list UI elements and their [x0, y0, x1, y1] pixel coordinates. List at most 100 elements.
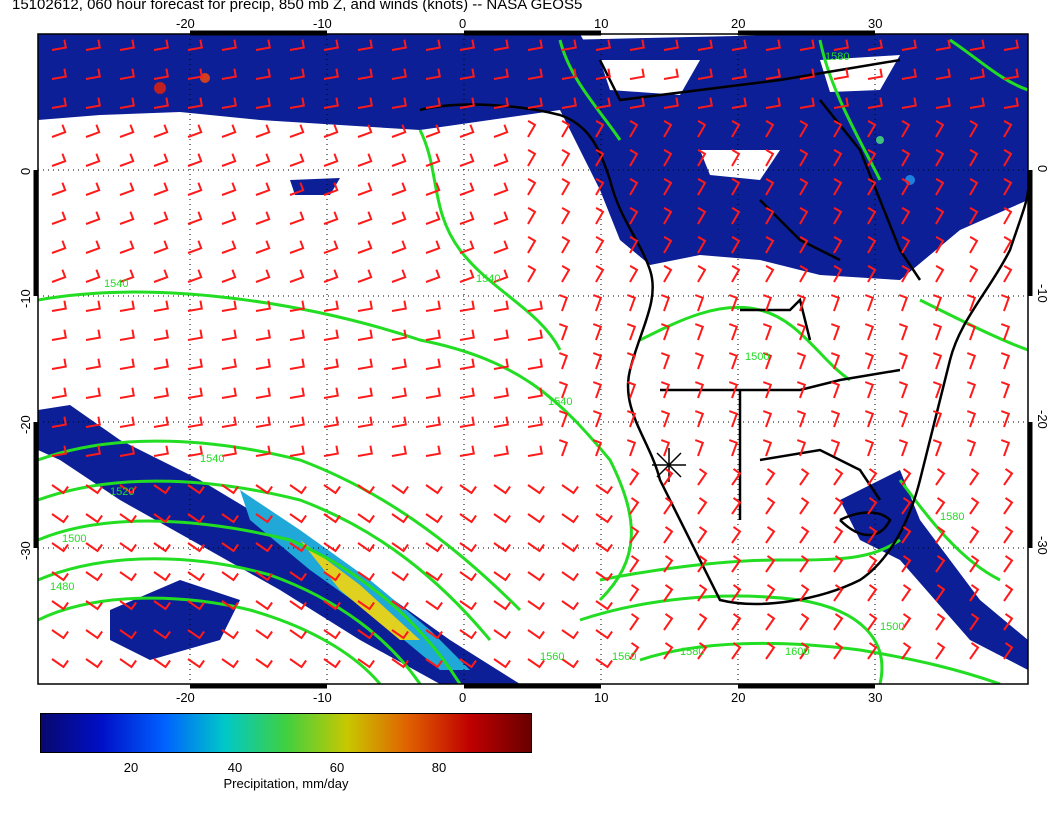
wind-barb — [561, 629, 579, 640]
wind-barb — [966, 381, 977, 399]
wind-barb — [357, 68, 373, 80]
lon-tick-label: -10 — [313, 16, 332, 31]
wind-barb — [558, 294, 569, 312]
wind-barb — [629, 613, 640, 631]
wind-barb — [898, 352, 909, 370]
wind-barb — [255, 211, 271, 225]
wind-barb — [425, 358, 441, 370]
wind-barb — [629, 642, 640, 660]
wind-barb — [119, 182, 135, 196]
wind-barb — [85, 484, 103, 495]
wind-barb — [932, 410, 943, 428]
wind-barb — [51, 387, 67, 399]
wind-barb — [527, 358, 543, 370]
wind-barb — [459, 571, 477, 582]
coastlines — [419, 58, 1028, 606]
wind-barb — [391, 211, 407, 225]
wind-barb — [935, 207, 945, 225]
contour-label: 1560 — [612, 651, 636, 663]
wind-barb — [898, 294, 909, 312]
wind-barb — [901, 642, 912, 660]
wind-barb — [595, 484, 613, 495]
wind-barb — [493, 600, 511, 611]
lon-tick-label: 30 — [868, 16, 882, 31]
wind-barb — [391, 240, 407, 254]
wind-barb — [357, 269, 373, 283]
wind-barb — [969, 265, 979, 283]
wind-barb — [459, 484, 477, 495]
wind-barb — [558, 352, 569, 370]
wind-barb — [629, 468, 640, 486]
wind-barb — [459, 68, 475, 80]
wind-barb — [289, 97, 305, 109]
wind-barb — [765, 207, 775, 225]
wind-barb — [51, 358, 67, 370]
wind-barb — [391, 629, 409, 640]
wind-barb — [527, 445, 543, 457]
wind-barb — [119, 416, 135, 428]
wind-barb — [357, 124, 373, 138]
wind-barb — [592, 439, 603, 457]
wind-barb — [660, 294, 671, 312]
wind-barb — [799, 497, 810, 515]
wind-barb — [660, 323, 671, 341]
precip-colorbar — [40, 713, 532, 753]
wind-barb — [289, 300, 305, 312]
height-contours — [38, 38, 1028, 684]
contour-labels: 1540 1540 1520 1500 1480 1540 1540 1500 … — [50, 51, 964, 663]
wind-barb — [493, 445, 509, 457]
wind-barb — [898, 410, 909, 428]
wind-barb — [935, 468, 946, 486]
wind-barb — [323, 211, 339, 225]
wind-barb — [527, 68, 543, 80]
wind-barb — [323, 329, 339, 341]
wind-barb — [119, 445, 135, 457]
wind-barb — [459, 211, 475, 225]
wind-barb — [187, 124, 203, 138]
lon-tick-label: -20 — [176, 690, 195, 705]
wind-barb — [867, 497, 878, 515]
wind-barb — [595, 658, 613, 669]
wind-barb — [119, 240, 135, 254]
wind-barb — [728, 294, 739, 312]
wind-barb — [765, 642, 776, 660]
wind-barb — [289, 269, 305, 283]
wind-barb — [119, 329, 135, 341]
map-title: 15102612, 060 hour forecast for precip, … — [12, 0, 583, 13]
wind-barb — [1003, 207, 1013, 225]
wind-barb — [629, 178, 639, 196]
wind-barb — [833, 497, 844, 515]
wind-barb — [221, 387, 237, 399]
wind-barb — [187, 445, 203, 457]
wind-barb — [323, 571, 341, 582]
wind-barb — [969, 120, 979, 138]
wind-barb — [935, 68, 951, 80]
wind-barb — [187, 182, 203, 196]
wind-barb — [493, 39, 509, 51]
wind-barb — [357, 445, 373, 457]
wind-barb — [969, 642, 980, 660]
wind-barb — [629, 555, 640, 573]
wind-barb — [323, 153, 339, 167]
wind-barb — [697, 497, 708, 515]
wind-barb — [493, 329, 509, 341]
wind-barb — [153, 68, 169, 80]
wind-barb — [527, 120, 537, 138]
wind-barb — [119, 629, 137, 640]
wind-barb — [51, 513, 69, 524]
wind-barb — [289, 329, 305, 341]
wind-barb — [629, 120, 639, 138]
wind-barb — [85, 629, 103, 640]
wind-barb — [51, 240, 67, 254]
wind-barb — [323, 300, 339, 312]
wind-barb — [425, 182, 441, 196]
wind-barb — [323, 542, 341, 553]
wind-barb — [765, 555, 776, 573]
wind-barb — [153, 211, 169, 225]
wind-barb — [935, 584, 946, 602]
wind-barb — [731, 207, 741, 225]
wind-barb — [629, 207, 639, 225]
wind-barb — [660, 410, 671, 428]
lon-tick-label: 10 — [594, 16, 608, 31]
wind-barb — [391, 513, 409, 524]
